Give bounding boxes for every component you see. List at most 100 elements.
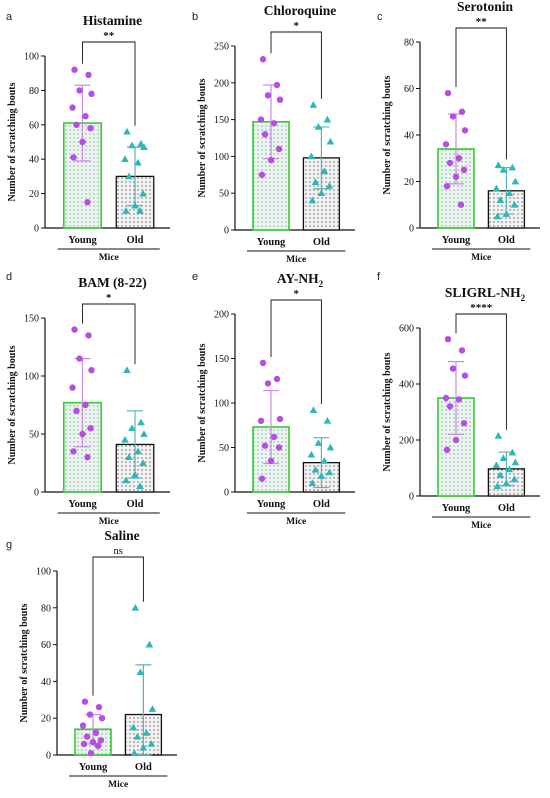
significance-bracket <box>92 556 144 696</box>
y-axis-title: Number of scratching bouts <box>197 343 208 462</box>
data-point-old <box>492 461 501 469</box>
y-tick-label: 0 <box>409 224 414 235</box>
data-point-young <box>273 375 281 383</box>
data-point-old <box>125 453 133 461</box>
panel-a: a Histamine Number of scratching bouts 0 20 4… <box>6 11 170 263</box>
data-point-old <box>325 182 334 189</box>
data-point-young <box>261 131 269 138</box>
data-point-young <box>79 138 86 146</box>
y-tick-label: 50 <box>29 430 39 441</box>
data-point-young <box>70 448 77 455</box>
significance-label: * <box>106 292 112 304</box>
chart-title-subscript: 2 <box>319 279 324 289</box>
data-point-old <box>139 743 148 751</box>
y-tick-label: 80 <box>41 603 51 614</box>
y-tick-label: 600 <box>399 324 414 335</box>
data-point-young <box>97 737 105 744</box>
data-point-old <box>510 200 519 208</box>
y-tick-label: 60 <box>29 120 39 131</box>
significance-bracket <box>270 299 322 405</box>
data-point-young <box>88 90 95 98</box>
x-category-label: Young <box>442 503 471 514</box>
data-point-old <box>499 454 508 462</box>
significance-label: * <box>293 20 299 32</box>
y-tick-label: 20 <box>29 189 39 200</box>
data-point-young <box>84 454 91 461</box>
data-point-young <box>85 71 92 79</box>
y-tick-label: 150 <box>214 115 229 126</box>
x-category-label: Old <box>127 499 144 510</box>
panel-letter: g <box>6 539 12 551</box>
data-point-old <box>502 479 511 487</box>
data-point-young <box>71 66 78 73</box>
chart-title: Saline <box>104 528 139 543</box>
y-tick-label: 100 <box>36 567 51 578</box>
data-point-old <box>130 749 139 757</box>
data-point-young <box>444 89 452 97</box>
data-point-young <box>270 120 278 127</box>
data-point-young <box>460 420 468 427</box>
chart-title: Chloroquine <box>264 3 337 18</box>
data-point-young <box>455 155 463 162</box>
significance-label: ns <box>114 546 123 557</box>
data-point-old <box>493 482 502 490</box>
y-tick-label: 80 <box>404 38 414 49</box>
x-category-label: Young <box>442 235 471 246</box>
data-point-old <box>311 465 320 473</box>
y-axis-title: Number of scratching bouts <box>19 603 30 722</box>
chart-title-main: Saline <box>104 528 139 543</box>
data-point-old <box>317 189 326 197</box>
y-tick-label: 150 <box>24 314 39 325</box>
y-tick-label: 20 <box>404 177 414 188</box>
x-axis-title: Mice <box>286 255 306 265</box>
significance-bracket <box>82 41 136 126</box>
x-axis-title: Mice <box>471 253 491 263</box>
data-point-young <box>80 740 88 748</box>
data-point-old <box>145 640 154 648</box>
data-point-old <box>142 729 151 736</box>
data-point-young <box>264 380 272 387</box>
x-category-label: Young <box>79 762 108 773</box>
data-point-old <box>494 161 503 169</box>
data-point-young <box>257 417 265 424</box>
data-point-old <box>307 450 316 458</box>
data-point-old <box>505 465 514 473</box>
y-tick-label: 50 <box>219 443 229 454</box>
data-point-old <box>121 436 129 443</box>
panel-c: c Serotonin Number of scratching bouts 0 20 4… <box>377 0 540 263</box>
chart-title: Histamine <box>83 13 142 28</box>
x-axis-title: Mice <box>99 517 119 527</box>
y-tick-label: 0 <box>34 488 39 499</box>
data-point-old <box>317 472 326 479</box>
data-point-young <box>79 722 87 729</box>
data-point-old <box>511 177 520 185</box>
data-point-young <box>275 145 283 153</box>
data-point-old <box>140 143 148 151</box>
y-tick-label: 40 <box>404 131 414 142</box>
error-bar-old <box>313 126 330 190</box>
data-point-young <box>457 201 465 208</box>
y-tick-label: 100 <box>24 52 39 63</box>
data-point-young <box>264 92 272 99</box>
data-point-old <box>311 178 320 186</box>
panel-letter: b <box>192 11 198 23</box>
chart-title-main: AY-NH <box>277 271 319 286</box>
data-point-old <box>123 366 131 374</box>
data-point-old <box>502 210 511 217</box>
data-point-young <box>87 425 94 432</box>
data-point-young <box>85 332 92 339</box>
data-point-young <box>446 159 454 167</box>
x-category-label: Old <box>498 235 515 246</box>
y-tick-label: 250 <box>214 42 229 53</box>
data-point-young <box>82 113 89 120</box>
y-tick-label: 40 <box>29 155 39 166</box>
panel-letter: f <box>377 271 381 283</box>
y-tick-label: 0 <box>224 488 229 499</box>
data-point-young <box>261 442 269 449</box>
data-point-young <box>82 401 89 409</box>
data-point-old <box>128 424 136 432</box>
data-point-young <box>449 365 457 372</box>
significance-bracket <box>82 303 136 365</box>
chart-title-subscript: 2 <box>521 293 526 303</box>
significance-bracket <box>455 313 507 430</box>
